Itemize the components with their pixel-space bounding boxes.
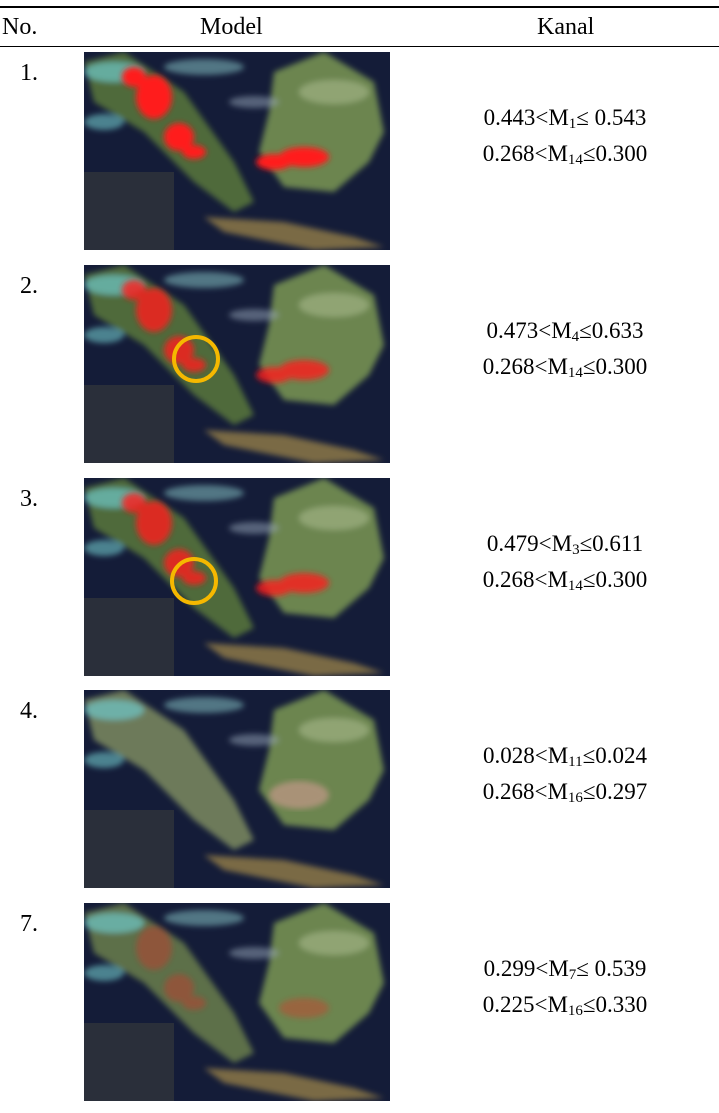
row-number: 4. — [20, 698, 38, 725]
kanal-line: 0.268<M16≤0.297 — [420, 774, 710, 810]
header-rule — [0, 46, 719, 47]
kanal-text: 0.443<M — [484, 105, 569, 130]
row-number: 7. — [20, 911, 38, 938]
kanal-text: ≤0.297 — [583, 779, 647, 804]
kanal-text: 0.225<M — [483, 992, 568, 1017]
kanal-text: 0.268<M — [483, 567, 568, 592]
kanal-line: 0.473<M4≤0.633 — [420, 313, 710, 349]
model-image — [84, 265, 390, 463]
kanal-text: 0.268<M — [483, 779, 568, 804]
model-image — [84, 52, 390, 250]
kanal-subscript: 14 — [568, 578, 583, 594]
kanal-text: ≤0.611 — [580, 531, 644, 556]
kanal-subscript: 11 — [568, 754, 582, 770]
kanal-line: 0.225<M16≤0.330 — [420, 987, 710, 1023]
satellite-map — [84, 478, 390, 676]
document: No. Model Kanal 1. 0.443<M1≤ 0.5430.268<… — [0, 0, 719, 1113]
kanal-line: 0.268<M14≤0.300 — [420, 136, 710, 172]
kanal-text: ≤0.024 — [583, 743, 647, 768]
satellite-map — [84, 265, 390, 463]
kanal-text: ≤ 0.543 — [576, 105, 646, 130]
kanal-subscript: 3 — [572, 542, 580, 558]
satellite-map — [84, 903, 390, 1101]
satellite-map — [84, 52, 390, 250]
kanal-line: 0.299<M7≤ 0.539 — [420, 951, 710, 987]
kanal-text: ≤0.300 — [583, 141, 647, 166]
header-model: Model — [200, 14, 263, 41]
row-number: 2. — [20, 273, 38, 300]
kanal-line: 0.028<M11≤0.024 — [420, 738, 710, 774]
kanal-text: 0.268<M — [483, 141, 568, 166]
model-image — [84, 690, 390, 888]
model-image — [84, 478, 390, 676]
kanal-line: 0.443<M1≤ 0.543 — [420, 100, 710, 136]
kanal-line: 0.268<M14≤0.300 — [420, 349, 710, 385]
kanal-text: ≤0.300 — [583, 354, 647, 379]
row-number: 1. — [20, 60, 38, 87]
kanal-text: ≤0.330 — [583, 992, 647, 1017]
row-number: 3. — [20, 486, 38, 513]
satellite-map — [84, 690, 390, 888]
kanal-text: 0.479<M — [487, 531, 572, 556]
kanal-text: 0.028<M — [483, 743, 568, 768]
kanal-text: 0.268<M — [483, 354, 568, 379]
kanal-subscript: 14 — [568, 152, 583, 168]
kanal-text: ≤0.633 — [579, 318, 643, 343]
kanal-subscript: 16 — [568, 1003, 583, 1019]
model-image — [84, 903, 390, 1101]
kanal-text: ≤ 0.539 — [576, 956, 646, 981]
kanal-text: ≤0.300 — [583, 567, 647, 592]
kanal-line: 0.479<M3≤0.611 — [420, 526, 710, 562]
kanal-text: 0.473<M — [486, 318, 571, 343]
kanal-subscript: 16 — [568, 790, 583, 806]
kanal-subscript: 14 — [568, 365, 583, 381]
top-rule — [0, 6, 719, 8]
kanal-line: 0.268<M14≤0.300 — [420, 562, 710, 598]
header-no: No. — [2, 14, 37, 41]
kanal-text: 0.299<M — [484, 956, 569, 981]
header-kanal: Kanal — [537, 14, 594, 41]
